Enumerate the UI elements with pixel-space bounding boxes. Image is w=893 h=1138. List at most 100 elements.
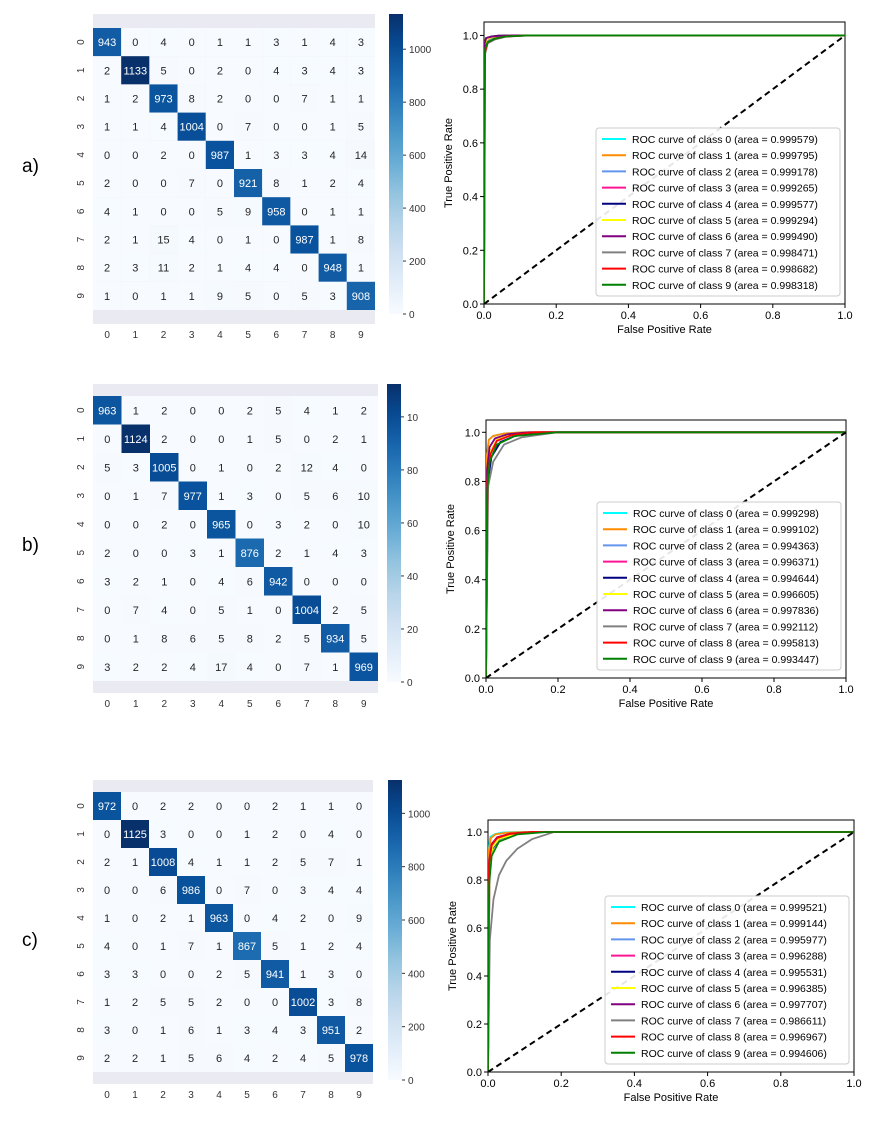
legend-entry: ROC curve of class 3 (area = 0.996288) — [641, 951, 827, 963]
heatmap-cell — [262, 112, 291, 141]
heatmap-cell — [93, 652, 122, 681]
heatmap-cell — [205, 281, 234, 310]
heatmap-cell — [205, 225, 234, 254]
heatmap-cell — [93, 253, 122, 282]
heatmap-cell-label: 2 — [104, 548, 110, 560]
heatmap-cell-label: 0 — [275, 491, 281, 503]
heatmap-cell — [261, 848, 289, 876]
heatmap-cell-label: 5 — [361, 633, 367, 645]
heatmap-cell — [93, 225, 122, 254]
heatmap-cell-label: 2 — [104, 65, 110, 77]
heatmap-cell — [121, 960, 149, 988]
heatmap-cell-label: 1008 — [151, 857, 175, 869]
heatmap-cell-label: 0 — [132, 1025, 138, 1037]
heatmap-cell — [233, 988, 261, 1016]
heatmap-col-tick-label: 3 — [190, 699, 196, 710]
heatmap-row-tick-label: 2 — [76, 464, 87, 470]
heatmap-cell-label: 1 — [188, 913, 194, 925]
heatmap-cell-label: 5 — [275, 405, 281, 417]
heatmap-cell-label: 1 — [247, 605, 253, 617]
heatmap-cell-label: 2 — [275, 548, 281, 560]
heatmap-cell — [205, 56, 234, 85]
heatmap-cell — [318, 84, 347, 113]
heatmap-cell — [346, 253, 375, 282]
heatmap-cell-label: 9 — [217, 291, 223, 303]
heatmap-cell — [262, 253, 291, 282]
roc-chart-1: 0.0 0.2 0.4 0.6 0.8 1.0 0.0 0.2 0.4 0.6 0.8 1.0 Fals… — [445, 419, 854, 710]
heatmap-cell — [93, 848, 121, 876]
heatmap-cell-label: 1 — [216, 857, 222, 869]
heatmap-row-tick-label: 9 — [76, 293, 87, 299]
heatmap-cell — [264, 424, 293, 453]
heatmap-row-tick-label: 4 — [76, 521, 87, 527]
heatmap-cell — [149, 960, 177, 988]
heatmap-cell — [207, 652, 236, 681]
heatmap-cell — [345, 960, 373, 988]
colorbar-tick-label: 20 — [407, 625, 419, 636]
heatmap-cell — [121, 396, 150, 425]
x-tick-label: 1.0 — [838, 684, 853, 696]
roc-curves — [488, 831, 854, 1072]
heatmap-cell — [178, 481, 207, 510]
heatmap-cell — [349, 481, 378, 510]
heatmap-cell — [121, 904, 149, 932]
heatmap-cell-label: 2 — [161, 434, 167, 446]
heatmap-cell-label: 2 — [161, 662, 167, 674]
heatmap-cell-label: 3 — [358, 65, 364, 77]
heatmap-cell-label: 6 — [216, 1053, 222, 1065]
colorbar-tick-label: 10 — [407, 413, 419, 424]
heatmap-cell — [234, 281, 263, 310]
heatmap-cell — [121, 1016, 149, 1044]
heatmap-cell — [233, 792, 261, 820]
x-axis-label: False Positive Rate — [619, 698, 714, 710]
heatmap-cell-label: 0 — [356, 801, 362, 813]
x-axis-label: False Positive Rate — [624, 1092, 719, 1104]
heatmap-cell-label: 1 — [133, 633, 139, 645]
x-tick-label: 0.0 — [476, 310, 491, 322]
heatmap-cell — [150, 538, 179, 567]
heatmap-cell-label: 3 — [160, 829, 166, 841]
legend-box — [604, 895, 850, 1065]
roc-curve — [488, 831, 854, 1072]
x-tick-label: 0.4 — [621, 310, 636, 322]
heatmap-cell-label: 2 — [133, 576, 139, 588]
heatmap-cell-label: 0 — [190, 405, 196, 417]
heatmap-cell-label: 2 — [272, 1053, 278, 1065]
confusion-matrix-0: 943 0 4 0 1 1 3 1 4 32 1133 5 0 2 0 4 3 4 31 2 973 8 2 0 0 7 1 11 1 4… — [76, 14, 432, 341]
heatmap-cell — [264, 453, 293, 482]
heatmap-col-tick-label: 2 — [161, 330, 167, 341]
heatmap-cell — [317, 820, 345, 848]
heatmap-cell — [207, 595, 236, 624]
heatmap-cell-label: 0 — [132, 913, 138, 925]
heatmap-cell — [346, 169, 375, 198]
heatmap-cell-label: 0 — [188, 829, 194, 841]
heatmap-cell — [121, 876, 149, 904]
heatmap-cell-label: 948 — [324, 263, 342, 275]
heatmap-cell-label: 2 — [104, 1053, 110, 1065]
colorbar-tick-label: 200 — [408, 1023, 425, 1034]
heatmap-cell — [233, 960, 261, 988]
heatmap-cell — [93, 567, 122, 596]
heatmap-col-tick-label: 0 — [104, 330, 110, 341]
legend: ROC curve of class 0 (area = 0.999521) RO… — [604, 895, 850, 1065]
heatmap-cell-label: 1002 — [291, 997, 315, 1009]
heatmap-cell-label: 973 — [154, 94, 172, 106]
heatmap-cell-label: 1 — [216, 1025, 222, 1037]
heatmap-cell — [349, 510, 378, 539]
heatmap-cell — [121, 84, 150, 113]
y-axis-label: True Positive Rate — [443, 118, 455, 208]
heatmap-cell-label: 15 — [157, 235, 169, 247]
heatmap-cell-label: 1 — [160, 941, 166, 953]
heatmap-cell — [177, 820, 205, 848]
heatmap-cell-label: 2 — [104, 235, 110, 247]
heatmap-cell — [177, 169, 206, 198]
heatmap-cell — [205, 253, 234, 282]
heatmap-cell-label: 0 — [104, 605, 110, 617]
heatmap-cell-label: 7 — [161, 491, 167, 503]
heatmap-cell — [205, 988, 233, 1016]
heatmap-cell-label: 5 — [217, 206, 223, 218]
colorbar-tick-label: 80 — [407, 466, 419, 477]
heatmap-cell-label: 1 — [330, 206, 336, 218]
heatmap-cell-label: 5 — [188, 1053, 194, 1065]
heatmap-cell — [318, 197, 347, 226]
